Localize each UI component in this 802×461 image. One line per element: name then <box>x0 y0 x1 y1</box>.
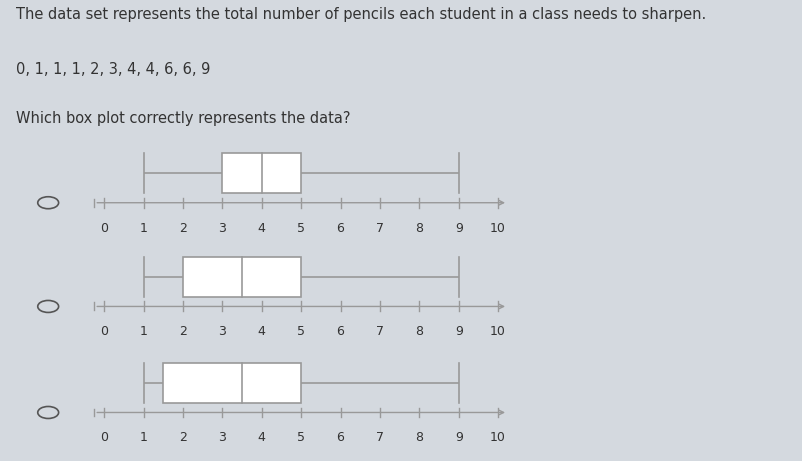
Text: 5: 5 <box>297 431 305 444</box>
Text: 0: 0 <box>100 431 108 444</box>
Text: 4: 4 <box>257 325 265 338</box>
Bar <box>163 363 301 402</box>
Text: Which box plot correctly represents the data?: Which box plot correctly represents the … <box>16 111 350 126</box>
Text: 0: 0 <box>100 325 108 338</box>
Text: The data set represents the total number of pencils each student in a class need: The data set represents the total number… <box>16 7 705 22</box>
Text: 8: 8 <box>415 325 423 338</box>
Text: 6: 6 <box>336 222 344 235</box>
Text: 4: 4 <box>257 431 265 444</box>
Text: 10: 10 <box>489 325 505 338</box>
Text: 8: 8 <box>415 431 423 444</box>
Text: 7: 7 <box>375 222 383 235</box>
Text: 6: 6 <box>336 325 344 338</box>
Text: 0: 0 <box>100 222 108 235</box>
Text: 1: 1 <box>140 325 148 338</box>
Text: 10: 10 <box>489 222 505 235</box>
Text: 3: 3 <box>218 431 226 444</box>
Text: 8: 8 <box>415 222 423 235</box>
Text: 9: 9 <box>454 431 462 444</box>
Text: 6: 6 <box>336 431 344 444</box>
Text: 1: 1 <box>140 222 148 235</box>
Text: 3: 3 <box>218 222 226 235</box>
Text: 2: 2 <box>179 431 187 444</box>
Text: 5: 5 <box>297 222 305 235</box>
Text: 1: 1 <box>140 431 148 444</box>
Text: 4: 4 <box>257 222 265 235</box>
Bar <box>183 257 301 296</box>
Bar <box>222 153 301 193</box>
Text: 2: 2 <box>179 222 187 235</box>
Text: 7: 7 <box>375 325 383 338</box>
Text: 7: 7 <box>375 431 383 444</box>
Text: 5: 5 <box>297 325 305 338</box>
Text: 9: 9 <box>454 222 462 235</box>
Text: 9: 9 <box>454 325 462 338</box>
Text: 10: 10 <box>489 431 505 444</box>
Text: 2: 2 <box>179 325 187 338</box>
Text: 0, 1, 1, 1, 2, 3, 4, 4, 6, 6, 9: 0, 1, 1, 1, 2, 3, 4, 4, 6, 6, 9 <box>16 62 210 77</box>
Text: 3: 3 <box>218 325 226 338</box>
